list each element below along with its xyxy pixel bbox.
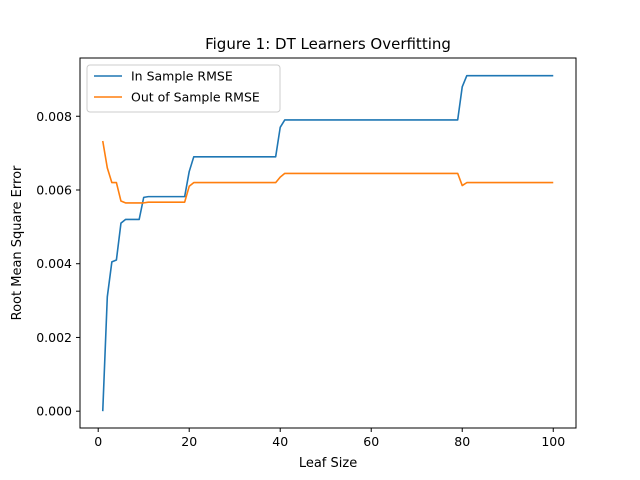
series-line-1	[101, 140, 554, 204]
y-tick-label: 0.004	[36, 256, 72, 271]
x-tick-label: 20	[181, 434, 197, 449]
chart-title: Figure 1: DT Learners Overfitting	[205, 35, 451, 53]
legend-box	[86, 64, 281, 113]
x-axis-label: Leaf Size	[299, 456, 357, 471]
x-axis: 0 20 40 60 80 100	[94, 428, 565, 449]
y-tick-label: 0.008	[36, 109, 72, 124]
y-axis-label: Root Mean Square Error	[10, 165, 25, 320]
legend-label-1: Out of Sample RMSE	[131, 90, 260, 105]
legend: In Sample RMSE Out of Sample RMSE	[86, 64, 281, 113]
x-tick-label: 0	[94, 434, 102, 449]
x-tick-label: 80	[454, 434, 470, 449]
legend-label-0: In Sample RMSE	[131, 69, 233, 84]
x-tick-label: 100	[541, 434, 565, 449]
y-axis: 0.000 0.002 0.004 0.006 0.008	[36, 109, 80, 419]
x-tick-label: 60	[363, 434, 379, 449]
series-line-0	[101, 74, 554, 412]
y-tick-label: 0.000	[36, 404, 72, 419]
y-tick-label: 0.006	[36, 182, 72, 197]
plot-frame	[79, 57, 577, 429]
y-tick-label: 0.002	[36, 330, 72, 345]
x-tick-label: 40	[272, 434, 288, 449]
plot-area	[101, 74, 554, 412]
